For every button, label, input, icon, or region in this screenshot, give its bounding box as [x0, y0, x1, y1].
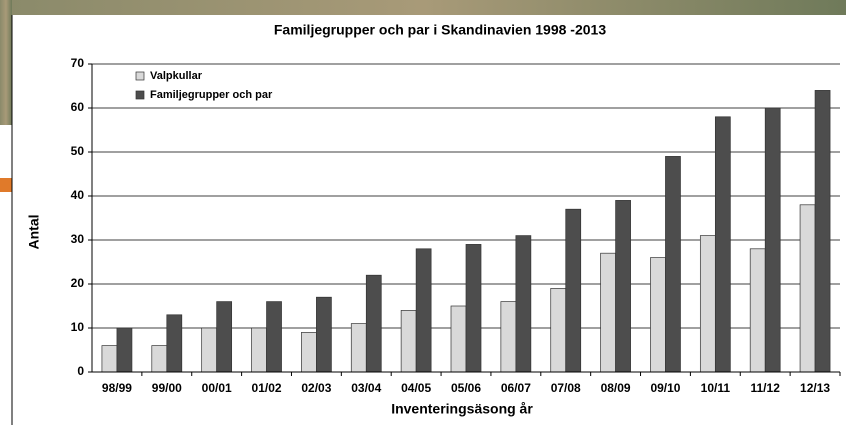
- y-tick-label: 30: [71, 232, 85, 246]
- legend-swatch: [135, 90, 145, 100]
- bar: [216, 301, 233, 373]
- bar: [749, 248, 766, 373]
- legend: Valpkullar Familjegrupper och par: [135, 70, 273, 101]
- bar: [415, 248, 432, 373]
- bar: [515, 235, 532, 373]
- bar: [550, 288, 567, 373]
- bar: [764, 107, 781, 373]
- bar: [316, 296, 332, 373]
- x-axis-title: Inventeringsäsong år: [391, 401, 533, 417]
- y-tick-label: 40: [71, 188, 85, 202]
- x-tick-label: 10/11: [701, 381, 731, 395]
- x-tick-label: 01/02: [252, 381, 282, 395]
- chart-title: Familjegrupper och par i Skandinavien 19…: [274, 22, 606, 38]
- bar: [450, 305, 467, 373]
- bar: [814, 90, 831, 373]
- bar: [116, 327, 133, 373]
- y-tick-label: 10: [71, 320, 85, 334]
- legend-swatch: [135, 71, 145, 81]
- x-tick-label: 02/03: [301, 381, 331, 395]
- bar: [600, 252, 616, 373]
- y-axis-title: Antal: [26, 215, 42, 250]
- bar: [465, 244, 482, 373]
- bar: [799, 204, 816, 373]
- photo-strip: [0, 0, 846, 15]
- bar: [301, 332, 317, 373]
- bar: [400, 310, 417, 373]
- legend-label: Familjegrupper och par: [150, 89, 273, 101]
- x-tick-label: 11/12: [751, 381, 781, 395]
- x-tick-label: 05/06: [451, 381, 481, 395]
- x-tick-label: 03/04: [351, 381, 381, 395]
- bar: [350, 323, 367, 373]
- bar: [615, 200, 631, 373]
- bar: [665, 156, 681, 373]
- legend-label: Valpkullar: [150, 70, 203, 82]
- x-tick-label: 12/13: [800, 381, 830, 395]
- x-tick-label: 06/07: [501, 381, 531, 395]
- y-tick-label: 20: [71, 276, 85, 290]
- bar: [266, 301, 282, 373]
- bar: [101, 345, 118, 373]
- y-tick-label: 70: [71, 56, 85, 70]
- y-tick-label: 60: [71, 100, 85, 114]
- bar: [714, 116, 731, 373]
- y-tick-label: 0: [77, 364, 84, 378]
- bar: [365, 274, 382, 373]
- photo-edge: [0, 0, 12, 125]
- bar: [699, 235, 716, 373]
- bar: [565, 208, 582, 373]
- x-tick-label: 08/09: [601, 381, 631, 395]
- x-tick-label: 04/05: [401, 381, 431, 395]
- accent-mark: [0, 178, 12, 192]
- bar: [251, 327, 267, 373]
- x-tick-label: 09/10: [650, 381, 680, 395]
- x-tick-label: 07/08: [551, 381, 581, 395]
- bar: [166, 314, 183, 373]
- bar: [151, 345, 168, 373]
- x-tick-label: 98/99: [102, 381, 132, 395]
- bar: [201, 327, 218, 373]
- x-tick-label: 00/01: [202, 381, 232, 395]
- bar: [500, 301, 517, 373]
- y-tick-label: 50: [71, 144, 85, 158]
- bar: [650, 257, 666, 373]
- x-tick-label: 99/00: [152, 381, 182, 395]
